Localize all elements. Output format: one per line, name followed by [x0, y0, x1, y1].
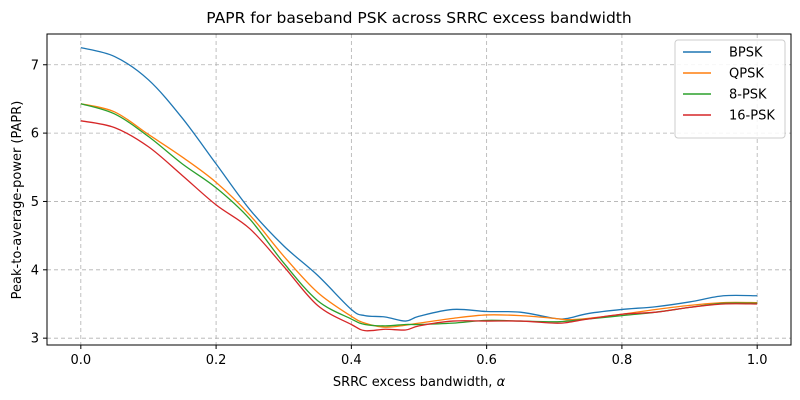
legend: BPSK QPSK 8-PSK 16-PSK [674, 39, 786, 139]
plot-frame [46, 33, 792, 346]
series-line-qpsk [80, 103, 758, 328]
legend-label: 16-PSK [729, 109, 775, 124]
y-tick-label: 7 [31, 58, 39, 73]
x-tick-label: 0.4 [341, 353, 362, 368]
chart-title: PAPR for baseband PSK across SRRC excess… [206, 9, 631, 27]
series-lines [80, 47, 758, 332]
x-tick-label: 0.2 [206, 353, 227, 368]
series-line-bpsk [80, 47, 758, 322]
y-tick-label: 5 [31, 195, 39, 210]
x-tick-label: 0.6 [476, 353, 497, 368]
y-axis-label: Peak-to-average-power (PAPR) [10, 101, 25, 300]
series-line-8-psk [80, 103, 758, 327]
x-tick-label: 1.0 [747, 353, 768, 368]
y-tick-label: 3 [31, 332, 39, 347]
y-tick-label: 6 [31, 127, 39, 142]
legend-box [674, 39, 786, 139]
x-axis-ticks: 0.0 0.2 0.4 0.6 0.8 1.0 [70, 345, 768, 368]
legend-label: BPSK [729, 46, 763, 61]
legend-label: QPSK [729, 67, 764, 82]
x-axis-label-text: SRRC excess bandwidth, [333, 375, 497, 390]
y-axis-ticks: 3 4 5 6 7 [31, 58, 47, 347]
y-tick-label: 4 [31, 263, 39, 278]
x-tick-label: 0.0 [70, 353, 91, 368]
legend-label: 8-PSK [729, 88, 767, 103]
x-axis-label-symbol: α [497, 375, 506, 390]
series-line-16-psk [80, 120, 758, 332]
x-axis-label: SRRC excess bandwidth, α [333, 375, 506, 390]
x-tick-label: 0.8 [612, 353, 633, 368]
